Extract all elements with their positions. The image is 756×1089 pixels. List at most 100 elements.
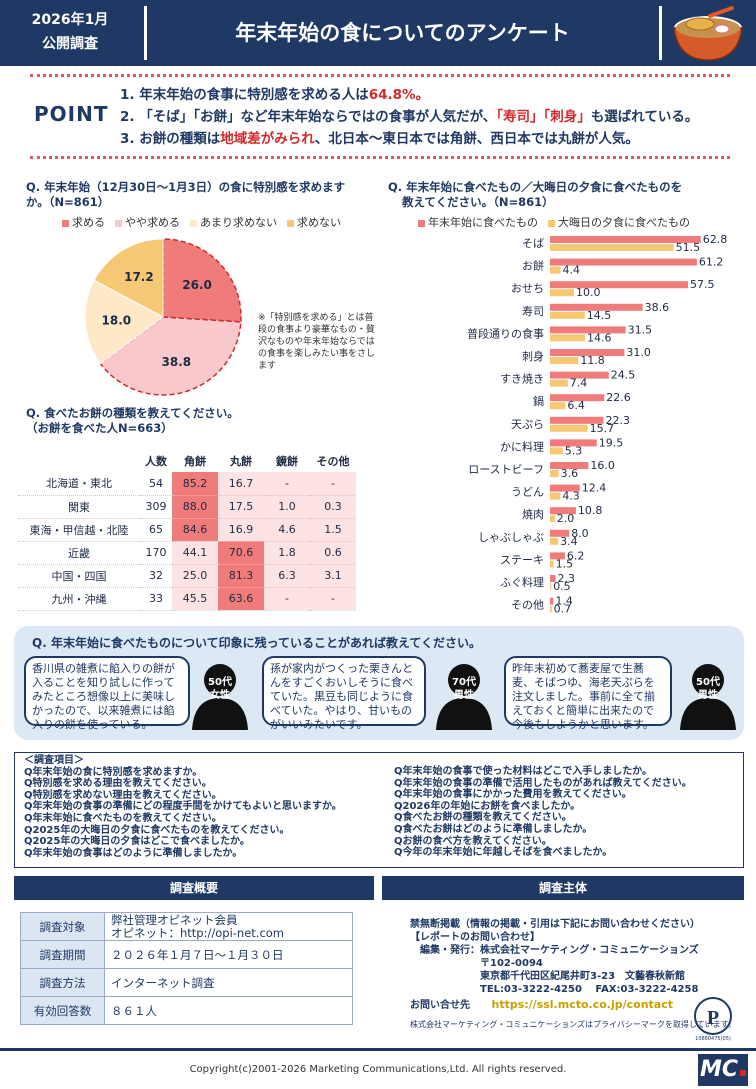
table-row: 調査対象 弊社管理オピネット会員 オピネット：http://opi-net.com	[20, 912, 353, 941]
bar-eaten	[550, 575, 556, 582]
col-header: 人数	[145, 455, 167, 468]
respondent-label: 50代 女性	[208, 677, 232, 701]
page-header: 2026年1月 公開調査 年末年始の食についてのアンケート	[0, 0, 756, 66]
value-cell: 1.0	[264, 495, 310, 519]
category-label: おせち	[511, 282, 544, 295]
bar-value-label: 7.4	[570, 377, 588, 390]
region-cell: 中国・四国	[18, 564, 140, 588]
value-cell: 84.6	[172, 518, 218, 542]
point-item-1: 1. 年末年始の食事に特別感を求める人は64.8%。	[120, 87, 430, 103]
region-cell: 九州・沖縄	[18, 587, 140, 611]
value-cell: 4.6	[264, 518, 310, 542]
category-label: しゃぶしゃぶ	[478, 531, 544, 544]
category-label: お餅	[522, 259, 544, 273]
organizer-line: 〒102-0094	[410, 958, 543, 969]
bar-value-label: 5.3	[565, 444, 583, 457]
value-cell: 1.5	[310, 518, 356, 542]
contact-link[interactable]: https://ssl.mcto.co.jp/contact	[491, 998, 673, 1011]
bar-new-years-eve	[550, 583, 552, 590]
privacy-note: 株式会社マーケティング・コミュニケーションズはプライバシーマークを取得しています…	[410, 1020, 736, 1029]
bar-eaten	[550, 439, 597, 447]
survey-item: Q年末年始の食事の準備で活用したものがあれば教えてください。	[394, 777, 692, 789]
bar-new-years-eve	[550, 447, 563, 455]
footer-divider	[0, 1048, 756, 1051]
q3-title: Q. 年末年始に食べたもの／大晦日の夕食に食べたものを 教えてください。（N=86…	[388, 180, 683, 209]
table-row: 九州・沖縄 33 45.5 63.6- -	[18, 587, 356, 611]
soba-bowl-icon	[673, 6, 743, 61]
bar-new-years-eve	[550, 515, 555, 523]
organizer-title: 調査主体	[382, 876, 744, 900]
legend-item: 求める	[62, 214, 105, 230]
bar-eaten	[550, 597, 554, 605]
bar-eaten	[550, 507, 576, 515]
survey-items-box	[14, 752, 744, 868]
value-cell: 16.9	[218, 518, 264, 542]
bar-eaten	[550, 484, 580, 492]
bar-value-label: 62.8	[703, 233, 728, 246]
bar-value-label: 24.5	[611, 369, 636, 382]
bar-value-label: 11.8	[580, 354, 605, 367]
legend-item: 求めない	[287, 214, 341, 230]
table-row: 調査方法 インターネット調査	[20, 968, 353, 997]
overview-key: 調査期間	[20, 940, 105, 969]
header-divider	[144, 6, 147, 60]
col-header: 角餅	[184, 455, 206, 468]
point-item-3: 3. お餅の種類は地域差がみられ、北日本～東日本では角餅、西日本では丸餅が人気。	[120, 131, 639, 147]
point-item-2: 2. 「そば」「お餅」など年末年始ならではの食事が人気だが、「寿司」「刺身」も選…	[120, 109, 699, 125]
bar-value-label: 14.5	[587, 309, 612, 322]
comment-bubble: 香川県の雑煮に餡入りの餅が入ることを知り試しに作ってみたところ想像以上に美味しか…	[24, 656, 190, 731]
category-label: かに料理	[500, 439, 544, 453]
category-label: 普段通りの食事	[467, 326, 544, 340]
count-cell: 65	[140, 518, 172, 542]
pie-slice	[162, 238, 242, 323]
privacy-mark-icon: P 10860475(05)	[694, 997, 732, 1042]
organizer-line: 禁無断掲載（情報の掲載・引用は下記にお問い合わせください）	[410, 919, 700, 930]
survey-item: Q特別感を求める理由を教えてください。	[24, 778, 212, 790]
bar-value-label: 57.5	[690, 278, 715, 291]
pie-legend: 求める やや求める あまり求めない 求めない	[62, 214, 341, 230]
pie-value-label: 18.0	[102, 314, 132, 328]
bar-new-years-eve	[550, 244, 674, 251]
overview-value: ８６１人	[104, 996, 353, 1025]
bar-value-label: 1.5	[556, 557, 574, 570]
organizer-line: 東京都千代田区紀尾井町3-23 文藝春秋新館	[410, 971, 686, 982]
count-cell: 309	[140, 495, 172, 519]
table-row: 中国・四国 32 25.0 81.3 6.3 3.1	[18, 564, 356, 588]
divider	[30, 74, 730, 77]
table-header-row: 人数 角餅 丸餅 鏡餅 その他	[18, 450, 356, 472]
value-cell: 25.0	[172, 564, 218, 588]
category-label: 刺身	[522, 349, 544, 363]
survey-item: Q年末年始の食事で使った材料はどこで入手しましたか。	[394, 766, 653, 777]
survey-items-heading: ＜調査項目＞	[24, 755, 84, 766]
bar-eaten	[550, 416, 604, 424]
survey-items-left: ＜調査項目＞ Q年末年始の食に特別感を求めますか。 Q特別感を求める理由を教えてく…	[24, 755, 342, 859]
bar-eaten	[550, 258, 697, 266]
bar-value-label: 0.5	[553, 580, 571, 593]
category-label: 鍋	[533, 394, 544, 408]
bar-value-label: 19.5	[599, 436, 624, 449]
overview-title: 調査概要	[14, 876, 374, 900]
bar-new-years-eve	[550, 492, 561, 500]
survey-item: Q年末年始の食に特別感を求めますか。	[24, 766, 203, 778]
category-label: 焼肉	[522, 508, 544, 521]
pie-note: ※「特別感を求める」とは普段の食事より豪華なもの・贅沢なものや年末年始ならではの…	[258, 313, 376, 371]
svg-text:P: P	[707, 1007, 719, 1029]
comment-bubble: 昨年末初めて蕎麦屋で生蕎麦、そばつゆ、海老天ぷらを注文しました。事前に全て揃えて…	[504, 656, 672, 731]
bar-eaten	[550, 326, 626, 334]
pie-chart: 26.0 38.8 18.0 17.2	[84, 238, 242, 396]
value-cell: 0.6	[310, 541, 356, 565]
table-row: 北海道・東北 54 85.2 16.7- -	[18, 472, 356, 496]
bar-eaten	[550, 394, 605, 402]
count-cell: 54	[140, 472, 172, 496]
bar-new-years-eve	[550, 537, 559, 545]
organizer-info: 禁無断掲載（情報の掲載・引用は下記にお問い合わせください） 【レポートのお問い合わ…	[410, 918, 736, 1031]
value-cell: 6.3	[264, 564, 310, 588]
value-cell: -	[310, 472, 356, 496]
survey-item: Q年末年始の食事にかかった費用を教えてください。	[394, 789, 632, 801]
category-label: ふぐ料理	[500, 575, 544, 589]
survey-item: Q年末年始の食事の準備にどの程度手間をかけてもよいと思いますか。	[24, 801, 342, 813]
value-cell: 44.1	[172, 541, 218, 565]
col-header: その他	[316, 455, 350, 468]
bar-value-label: 22.6	[606, 391, 631, 404]
bar-value-label: 38.6	[645, 301, 670, 314]
